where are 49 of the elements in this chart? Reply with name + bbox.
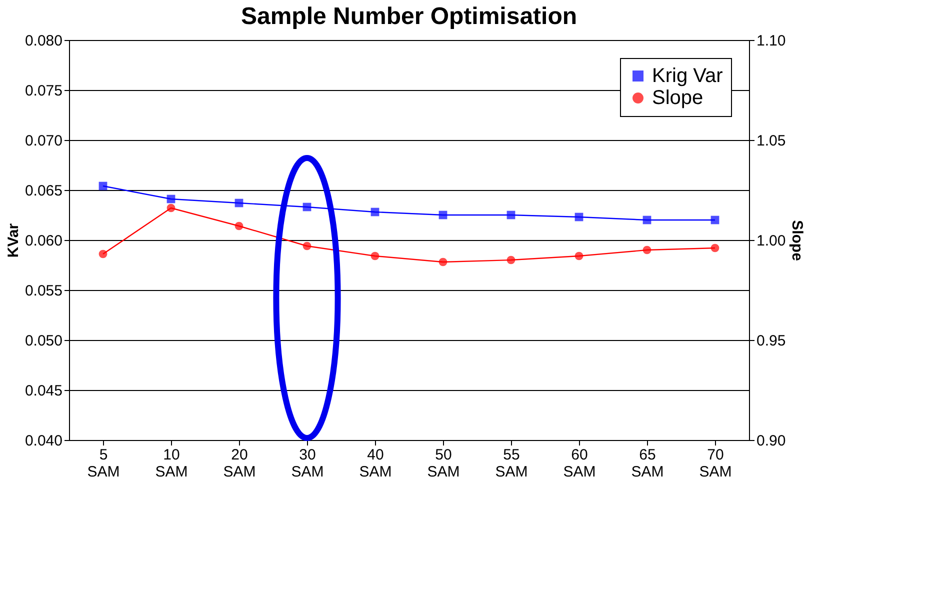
y2-tick-label: 0.90: [756, 432, 786, 450]
x-tick-label: 30 SAM: [291, 446, 324, 480]
y-tick-label: 0.055: [24, 282, 62, 300]
y2-tick-label: 1.00: [756, 232, 786, 250]
x-tick-label: 50 SAM: [427, 446, 460, 480]
point: [234, 222, 244, 230]
y-tick-label: 0.075: [24, 82, 62, 100]
y-tick-label: 0.070: [24, 132, 62, 150]
x-tick-label: 5 SAM: [87, 446, 120, 480]
point: [302, 202, 312, 212]
point: [98, 250, 108, 258]
x-tick-label: 10 SAM: [155, 446, 188, 480]
y2-tick-label: 1.05: [756, 132, 786, 150]
chart-title: Sample Number Optimisation: [240, 3, 578, 30]
y2-tick-label: 0.95: [756, 332, 786, 350]
y-axis-title: KVar: [4, 223, 22, 258]
x-tick-label: 65 SAM: [631, 446, 664, 480]
point: [166, 194, 176, 204]
point: [642, 216, 652, 224]
point: [574, 212, 584, 222]
y-tick-label: 0.080: [24, 32, 62, 50]
point: [506, 256, 516, 264]
point: [438, 210, 448, 220]
point: [506, 210, 516, 220]
point: [710, 244, 720, 252]
x-tick-label: 70 SAM: [699, 446, 732, 480]
x-tick-label: 55 SAM: [495, 446, 528, 480]
y2-axis-title: Slope: [788, 220, 806, 261]
point: [370, 252, 380, 260]
y-tick-label: 0.065: [24, 182, 62, 200]
point: [574, 252, 584, 260]
legend-label: Slope: [652, 87, 704, 109]
x-tick-label: 20 SAM: [223, 446, 256, 480]
y-tick-label: 0.040: [24, 432, 62, 450]
x-tick-label: 60 SAM: [563, 446, 596, 480]
point: [370, 208, 380, 216]
y-tick-label: 0.050: [24, 332, 62, 350]
point: [710, 216, 720, 224]
legend-label: Krig Var: [652, 65, 724, 87]
point: [302, 242, 312, 250]
y2-tick-label: 1.10: [756, 32, 786, 50]
point: [642, 246, 652, 254]
point: [234, 198, 244, 208]
point: [438, 258, 448, 266]
y-tick-label: 0.060: [24, 232, 62, 250]
point: [98, 182, 108, 190]
y-tick-label: 0.045: [24, 382, 62, 400]
x-tick-label: 40 SAM: [359, 446, 392, 480]
point: [166, 204, 176, 212]
